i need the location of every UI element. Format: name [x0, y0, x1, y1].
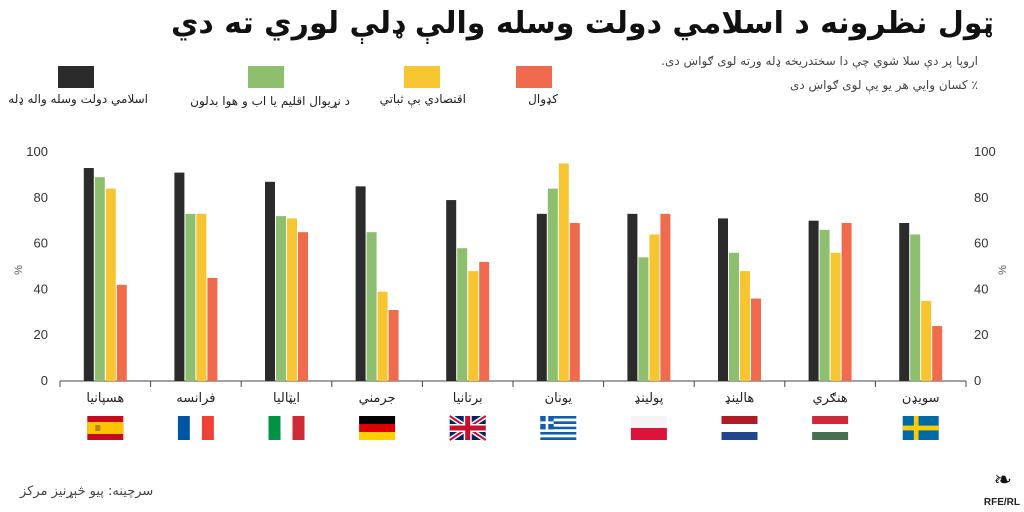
flag-spain-icon: [87, 416, 124, 440]
bar-3-2: [196, 213, 207, 381]
legend-label-isis: اسلامي دولت وسله واله ډله: [8, 92, 148, 106]
bar-4-3: [298, 232, 308, 381]
x-tick-label: فرانسه: [176, 391, 215, 406]
bar-3-10: [921, 300, 932, 381]
x-tick-label: سویډن: [902, 391, 940, 406]
flag-hungary-icon: [812, 416, 849, 440]
y-tick-label-left: 40: [34, 281, 48, 296]
bar-1-1: [83, 168, 94, 381]
flag-italy-icon: [268, 416, 305, 440]
bar-1-8: [718, 218, 728, 381]
legend-swatch-cyber: [516, 66, 552, 88]
bar-4-8: [751, 298, 761, 381]
y-tick-label-left: 100: [26, 144, 48, 159]
legend-label-climate: د نړیوال اقلیم یا اب و هوا بدلون: [190, 94, 350, 108]
legend-swatch-economy: [404, 66, 440, 88]
legend-swatch-climate: [248, 66, 284, 88]
bar-3-3: [287, 218, 297, 381]
y-tick-label-left: 80: [34, 190, 48, 205]
y-tick-label-right: 100: [974, 144, 996, 159]
bar-2-2: [185, 213, 196, 381]
bar-2-9: [819, 229, 830, 381]
chart-subtitle-line-1: اروپا پر دې سلا شوي چې دا سختدریخه ډله و…: [661, 54, 978, 68]
flag-netherlands-icon: [721, 416, 758, 440]
x-tick-label: برتانیا: [453, 391, 483, 406]
y-tick-label-right: 40: [974, 281, 988, 296]
bar-1-3: [265, 181, 275, 381]
y-tick-label-left: 0: [41, 373, 48, 388]
bar-4-10: [932, 326, 943, 381]
flag-poland-icon: [630, 416, 667, 440]
y-axis-label-left: %: [13, 265, 25, 275]
y-tick-label-left: 20: [34, 327, 48, 342]
bar-4-7: [660, 213, 671, 381]
flag-france-icon: [177, 416, 214, 440]
bar-3-1: [105, 188, 116, 381]
bar-4-9: [841, 222, 852, 381]
bar-4-4: [388, 310, 399, 381]
x-tick-label: یونان: [545, 391, 573, 406]
y-tick-label-right: 20: [974, 327, 988, 342]
bar-2-7: [638, 257, 649, 381]
y-tick-label-right: 80: [974, 190, 988, 205]
bar-2-6: [547, 188, 558, 381]
bar-1-9: [808, 220, 819, 381]
bar-4-2: [207, 277, 218, 381]
bar-3-8: [740, 271, 750, 381]
legend-label-economy: اقتصادي بې ثباتي: [379, 92, 466, 106]
bar-2-3: [276, 216, 286, 381]
y-tick-label-right: 60: [974, 236, 988, 251]
x-tick-label: جرمني: [359, 391, 396, 406]
bar-3-4: [377, 291, 388, 381]
x-tick-label: هالینډ: [725, 391, 755, 406]
bar-4-1: [116, 284, 127, 381]
bar-1-4: [355, 186, 366, 381]
bar-3-6: [558, 163, 569, 381]
x-tick-label: پولینډ: [634, 391, 663, 406]
flag-sweden-icon: [902, 416, 939, 440]
bar-1-10: [899, 222, 910, 381]
y-tick-label-left: 60: [34, 236, 48, 251]
bar-3-5: [468, 271, 479, 381]
flag-germany-icon: [359, 416, 396, 440]
bar-4-5: [479, 261, 490, 381]
source-note: سرچینه: پیو څېړنيز مرکز: [20, 484, 154, 499]
x-tick-label: هسپانیا: [86, 391, 124, 406]
x-tick-label: هنګري: [812, 391, 847, 406]
bar-2-4: [366, 232, 377, 381]
y-axis-label-right: %: [997, 265, 1009, 275]
chart-subtitle-line-2: ٪ کسان وايي هر يو يې لوی ګواښ دی: [789, 78, 978, 92]
bar-3-7: [649, 234, 660, 381]
bar-4-6: [569, 222, 580, 381]
bar-1-5: [446, 200, 457, 381]
chart-title: ټول نظرونه د اسلامي دولت وسله والې ډلې ل…: [170, 6, 994, 41]
bar-2-10: [910, 234, 921, 381]
legend-swatch-isis: [58, 66, 94, 88]
bar-1-7: [627, 213, 638, 381]
x-tick-label: ایټالیا: [273, 391, 300, 406]
rferl-logo-text: RFE/RL: [983, 497, 1020, 508]
rferl-logo-icon: ❧: [993, 468, 1012, 493]
legend-label-refugees: کډوال: [528, 92, 558, 106]
y-tick-label-right: 0: [974, 373, 981, 388]
bar-1-6: [536, 213, 547, 381]
bar-2-5: [457, 248, 468, 381]
flag-uk-icon: [448, 413, 488, 443]
bar-1-2: [174, 172, 185, 381]
bar-3-9: [830, 252, 841, 381]
bar-2-1: [94, 177, 105, 381]
bar-2-8: [729, 252, 739, 381]
flag-greece-icon: [540, 416, 577, 440]
